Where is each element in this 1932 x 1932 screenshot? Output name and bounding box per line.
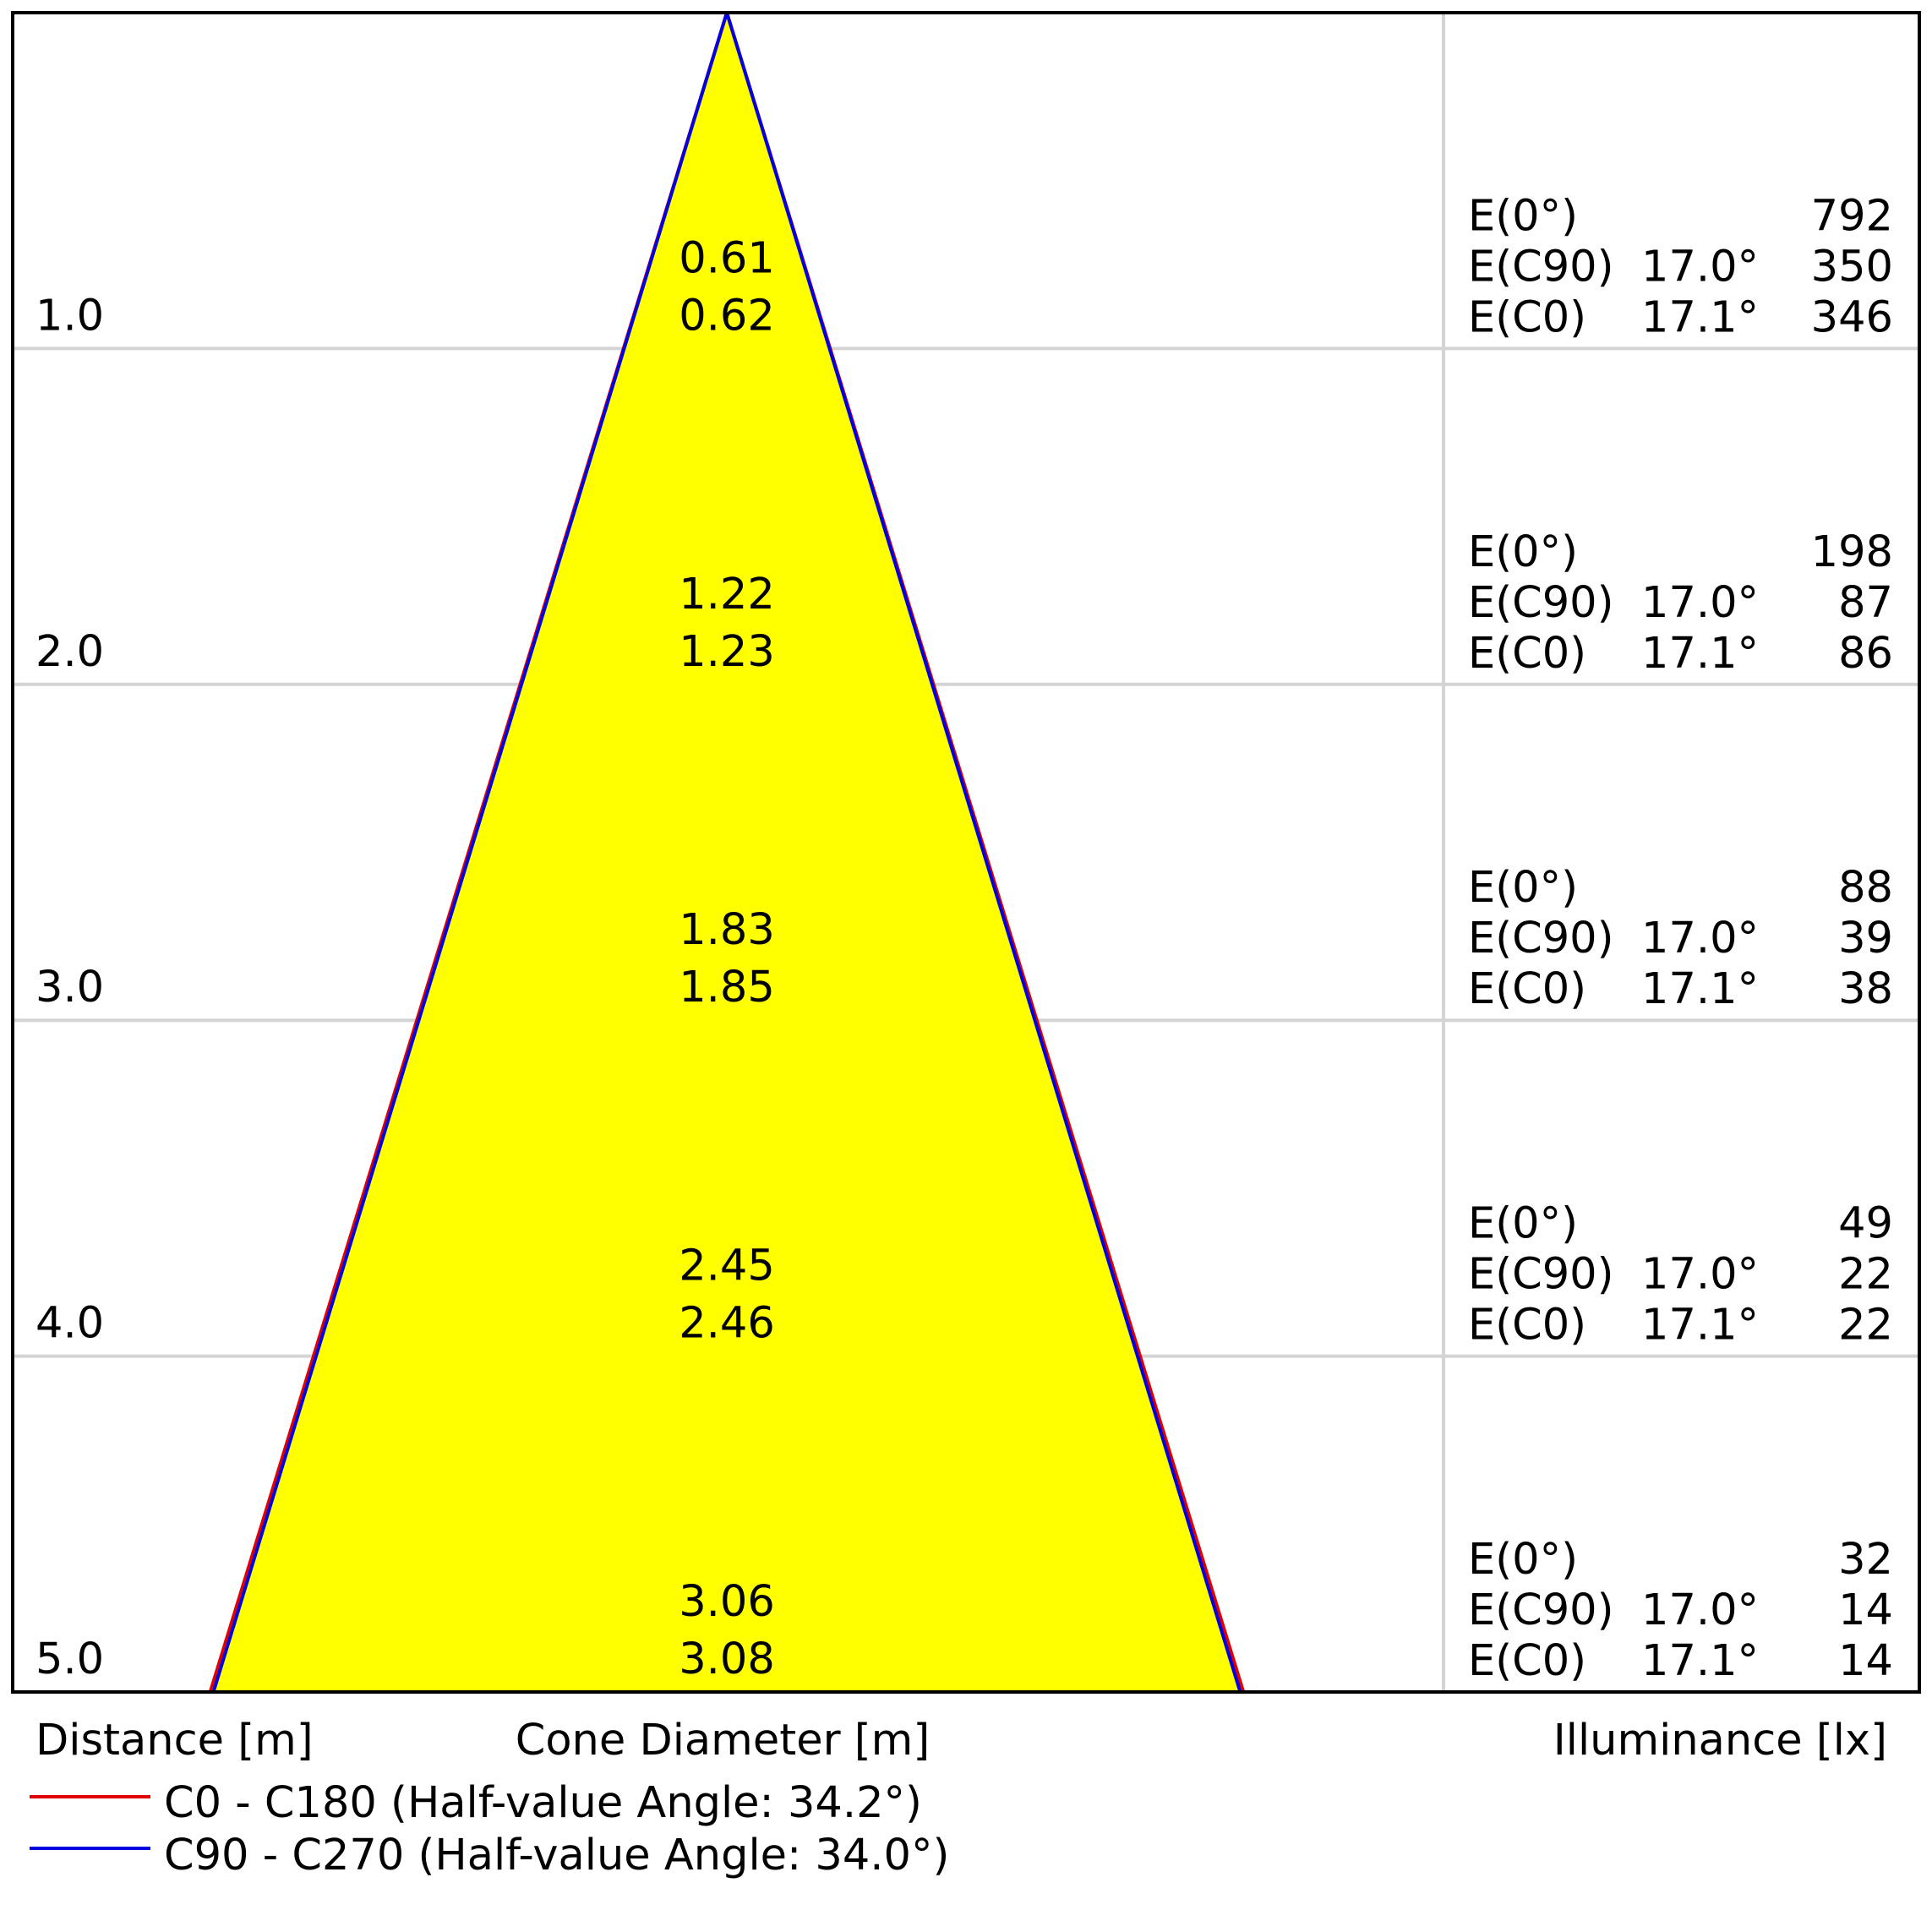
ec0-value: 346 — [1811, 292, 1893, 342]
cone-diameter-c90: 1.83 — [679, 905, 775, 955]
ec0-angle: 17.1° — [1641, 1636, 1759, 1686]
cone-diameter-c90: 1.22 — [679, 570, 775, 619]
ec0-value: 38 — [1838, 964, 1893, 1014]
distance-label: 4.0 — [35, 1299, 104, 1349]
ec0-angle: 17.1° — [1641, 292, 1759, 342]
ec0-label: E(C0) — [1468, 964, 1586, 1014]
e0-value: 88 — [1838, 863, 1893, 913]
ec90-value: 14 — [1838, 1585, 1893, 1635]
distance-rows: 1.0 0.61 0.62 E(0°) 792 E(C90) 17.0° 350 E(C0) 17… — [35, 191, 1893, 1686]
ec0-angle: 17.1° — [1641, 1301, 1759, 1351]
ec90-label: E(C90) — [1468, 242, 1614, 292]
ec90-label: E(C90) — [1468, 1250, 1614, 1300]
frame-border — [11, 11, 1921, 1694]
ec90-angle: 17.0° — [1641, 578, 1759, 628]
e0-label: E(0°) — [1468, 191, 1578, 241]
distance-label: 3.0 — [35, 963, 104, 1012]
e0-value: 792 — [1811, 191, 1893, 241]
ec0-label: E(C0) — [1468, 292, 1586, 342]
cone-diameter-c0: 2.46 — [679, 1299, 775, 1349]
ec90-value: 87 — [1838, 578, 1893, 628]
ec0-value: 22 — [1838, 1301, 1893, 1351]
ec90-value: 22 — [1838, 1250, 1893, 1300]
row-5.0: 5.0 3.06 3.08 E(0°) 32 E(C90) 17.0° 14 E(C0) 17.1… — [35, 1535, 1893, 1686]
cone-fill — [213, 13, 1241, 1692]
ec90-label: E(C90) — [1468, 1585, 1614, 1635]
cone-diameter-c90: 0.61 — [679, 233, 775, 283]
e0-value: 49 — [1838, 1199, 1893, 1249]
ec0-angle: 17.1° — [1641, 964, 1759, 1014]
distance-label: 1.0 — [35, 291, 104, 341]
ec90-angle: 17.0° — [1641, 1250, 1759, 1300]
ec0-label: E(C0) — [1468, 1301, 1586, 1351]
e0-label: E(0°) — [1468, 1535, 1578, 1585]
ec0-angle: 17.1° — [1641, 629, 1759, 679]
ec90-value: 39 — [1838, 914, 1893, 963]
cone-diameter-c90: 2.45 — [679, 1242, 775, 1291]
ec0-value: 86 — [1838, 629, 1893, 679]
cone-diameter-c0: 1.23 — [679, 627, 775, 677]
row-1.0: 1.0 0.61 0.62 E(0°) 792 E(C90) 17.0° 350 E(C0) 17… — [35, 191, 1893, 342]
legend: C0 - C180 (Half-value Angle: 34.2°) C90 … — [30, 1778, 949, 1880]
ec90-angle: 17.0° — [1641, 914, 1759, 963]
distance-axis-label: Distance [m] — [35, 1716, 314, 1766]
e0-label: E(0°) — [1468, 1199, 1578, 1249]
ec0-value: 14 — [1838, 1636, 1893, 1686]
cone — [208, 12, 1246, 1693]
distance-label: 2.0 — [35, 627, 104, 677]
row-3.0: 3.0 1.83 1.85 E(0°) 88 E(C90) 17.0° 39 E(C0) 17.1… — [35, 863, 1893, 1014]
distance-label: 5.0 — [35, 1635, 104, 1684]
e0-value: 32 — [1838, 1535, 1893, 1585]
cone-diameter-axis-label: Cone Diameter [m] — [516, 1716, 931, 1766]
e0-label: E(0°) — [1468, 527, 1578, 577]
ec0-label: E(C0) — [1468, 1636, 1586, 1686]
illuminance-axis-label: Illuminance [lx] — [1553, 1716, 1887, 1766]
ec90-value: 350 — [1811, 242, 1893, 292]
cone-diameter-c90: 3.06 — [679, 1577, 775, 1627]
ec0-label: E(C0) — [1468, 629, 1586, 679]
ec90-angle: 17.0° — [1641, 242, 1759, 292]
e0-label: E(0°) — [1468, 863, 1578, 913]
ec90-label: E(C90) — [1468, 578, 1614, 628]
row-2.0: 2.0 1.22 1.23 E(0°) 198 E(C90) 17.0° 87 E(C0) 17.… — [35, 527, 1893, 679]
cone-diameter-c0: 0.62 — [679, 291, 775, 341]
ec90-angle: 17.0° — [1641, 1585, 1759, 1635]
chart-frame — [11, 11, 1921, 1694]
ec90-label: E(C90) — [1468, 914, 1614, 963]
c90-edge-right — [725, 12, 1242, 1693]
cone-diameter-c0: 1.85 — [679, 963, 775, 1012]
e0-value: 198 — [1811, 527, 1893, 577]
legend-label-c0: C0 - C180 (Half-value Angle: 34.2°) — [164, 1778, 922, 1828]
legend-label-c90: C90 - C270 (Half-value Angle: 34.0°) — [164, 1831, 949, 1880]
cone-diameter-c0: 3.08 — [679, 1635, 775, 1684]
row-4.0: 4.0 2.45 2.46 E(0°) 49 E(C90) 17.0° 22 E(C0) 17.1… — [35, 1199, 1893, 1351]
c90-edge-left — [211, 12, 729, 1693]
